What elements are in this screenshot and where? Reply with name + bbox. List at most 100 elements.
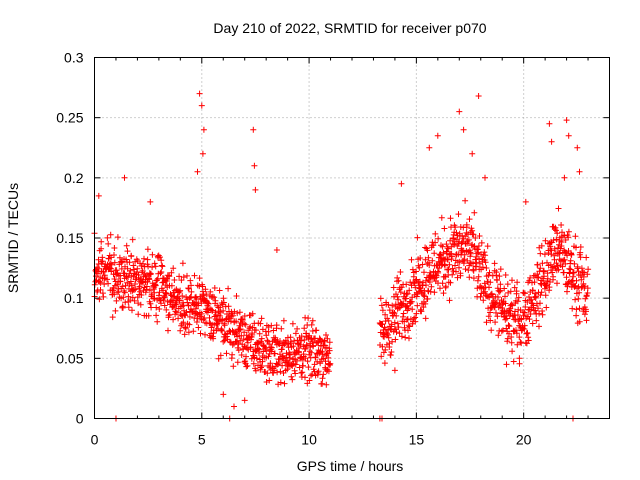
data-point [479, 264, 486, 271]
data-point [306, 377, 313, 384]
data-point [563, 117, 570, 124]
data-point [550, 237, 557, 244]
data-point [577, 254, 584, 261]
data-point [585, 266, 592, 273]
data-point [105, 280, 112, 287]
data-point [537, 265, 544, 272]
data-point [183, 309, 190, 316]
data-point [410, 315, 417, 322]
data-point [453, 268, 459, 275]
data-point [409, 266, 416, 273]
data-point [107, 231, 114, 238]
data-point [252, 186, 259, 193]
data-point [159, 263, 166, 270]
data-point [257, 320, 264, 327]
data-point [216, 287, 223, 294]
data-point [250, 360, 257, 367]
data-point [186, 313, 193, 320]
data-point [406, 335, 412, 342]
data-point [317, 336, 324, 343]
data-point [555, 266, 562, 273]
data-point [486, 269, 493, 276]
data-point [498, 328, 505, 335]
data-point [135, 311, 142, 318]
data-point [154, 277, 160, 284]
data-point [572, 296, 579, 303]
data-point [323, 332, 329, 338]
data-point [125, 274, 132, 281]
data-point [223, 350, 230, 357]
data-point [182, 312, 189, 319]
data-point [397, 289, 404, 296]
data-point [560, 269, 567, 276]
data-point [117, 272, 124, 279]
data-point [141, 255, 147, 262]
data-point [467, 250, 474, 257]
data-point [123, 256, 130, 263]
data-point [207, 288, 214, 295]
data-point [576, 168, 583, 175]
data-point [253, 355, 260, 362]
data-point [185, 329, 192, 336]
data-point [493, 309, 499, 316]
data-point [184, 299, 191, 306]
data-point [522, 198, 529, 205]
data-point [449, 271, 456, 278]
data-point [477, 293, 484, 300]
data-point [470, 266, 477, 273]
data-point [470, 275, 477, 282]
data-point [187, 277, 194, 284]
data-point [179, 293, 186, 299]
data-point [309, 339, 316, 345]
data-point [509, 348, 516, 355]
data-point [273, 247, 280, 253]
data-point [552, 224, 559, 231]
data-point [391, 367, 398, 374]
data-point [571, 260, 578, 267]
data-point [405, 322, 412, 329]
data-point [241, 313, 248, 319]
data-point [386, 307, 393, 314]
data-point [392, 336, 399, 343]
y-tick-label: 0.15 [56, 230, 83, 246]
data-point [196, 90, 203, 97]
data-point [152, 263, 159, 270]
data-point [179, 260, 186, 267]
data-point [422, 300, 429, 307]
data-point [385, 317, 392, 324]
data-point [518, 316, 525, 323]
data-point [543, 282, 550, 289]
axis-ticks [94, 57, 610, 419]
data-point [104, 276, 110, 283]
data-point [561, 256, 568, 263]
data-point [487, 279, 494, 286]
data-point [406, 287, 413, 294]
data-point [451, 241, 458, 248]
data-point [437, 285, 443, 292]
data-point [161, 294, 168, 301]
data-point [310, 342, 317, 349]
data-point [388, 349, 395, 355]
data-point [455, 251, 462, 258]
data-point [196, 275, 203, 282]
data-point [108, 261, 115, 268]
data-point [551, 226, 558, 233]
data-point [165, 312, 172, 319]
data-point [482, 259, 489, 266]
grid-lines [94, 57, 610, 419]
data-point [521, 309, 528, 316]
data-point [426, 262, 433, 269]
y-tick-label: 0.3 [64, 50, 84, 66]
data-point [399, 301, 406, 308]
data-point [268, 322, 275, 329]
data-point [521, 322, 528, 329]
data-point [405, 327, 411, 334]
data-point [252, 367, 259, 374]
data-point [158, 257, 165, 264]
data-point [496, 288, 503, 295]
data-point [408, 256, 415, 263]
data-point [292, 370, 299, 377]
data-point [533, 293, 539, 300]
data-point [241, 397, 248, 404]
data-point [544, 270, 551, 277]
